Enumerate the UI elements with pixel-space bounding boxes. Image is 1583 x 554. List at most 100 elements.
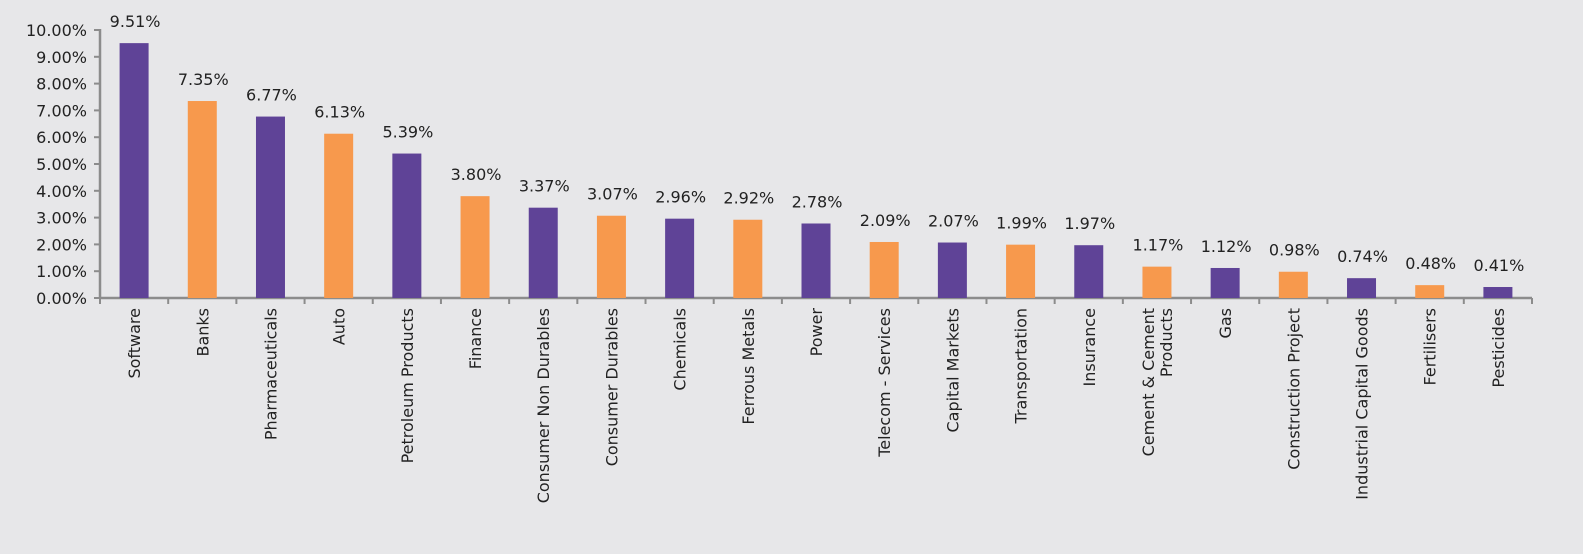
- bars: [119, 43, 1513, 299]
- category-label-line: Chemicals: [671, 308, 690, 391]
- category-label-line: Products: [1157, 308, 1176, 377]
- category-label-line: Insurance: [1080, 308, 1099, 387]
- category-label: Banks: [193, 308, 212, 357]
- y-tick-label: 5.00%: [36, 155, 87, 174]
- bar-telecom-services: [869, 241, 899, 298]
- category-label-line: Power: [807, 308, 826, 357]
- category-label-line: Finance: [466, 308, 485, 369]
- bar-capital-markets: [937, 242, 967, 298]
- data-label: 0.74%: [1337, 247, 1388, 266]
- y-tick-label: 4.00%: [36, 182, 87, 201]
- bar-industrial-capital-goods: [1347, 278, 1377, 298]
- data-label: 7.35%: [178, 70, 229, 89]
- category-label-line: Gas: [1216, 308, 1235, 339]
- category-label: Pesticides: [1489, 308, 1508, 388]
- category-label-line: Telecom - Services: [875, 308, 894, 458]
- data-label: 5.39%: [382, 123, 433, 142]
- bar-ferrous-metals: [733, 219, 763, 298]
- data-label: 3.80%: [451, 165, 502, 184]
- data-label: 6.77%: [246, 86, 297, 105]
- bar-consumer-non-durables: [528, 207, 558, 298]
- y-tick-label: 3.00%: [36, 209, 87, 228]
- y-tick-label: 7.00%: [36, 101, 87, 120]
- category-label: Fertilisers: [1421, 308, 1440, 385]
- x-axis: [99, 296, 1533, 304]
- category-label: Power: [807, 308, 826, 357]
- data-label: 2.78%: [792, 192, 843, 211]
- data-label: 2.92%: [723, 189, 774, 208]
- category-label: Software: [125, 308, 144, 379]
- data-label: 2.07%: [928, 212, 979, 231]
- bar-auto: [324, 133, 354, 298]
- bar-transportation: [1006, 244, 1036, 298]
- category-label: Industrial Capital Goods: [1353, 308, 1372, 500]
- category-label: Pharmaceuticals: [261, 308, 280, 440]
- bar-chemicals: [665, 218, 695, 298]
- category-label-line: Pharmaceuticals: [261, 308, 280, 440]
- bar-pharmaceuticals: [255, 116, 285, 299]
- bar-fertilisers: [1415, 285, 1445, 298]
- category-label: Chemicals: [671, 308, 690, 391]
- category-label-line: Fertilisers: [1421, 308, 1440, 385]
- y-axis: 0.00% 1.00% 2.00% 3.00% 4.00% 5.00% 6.00% 7.00%…: [26, 21, 102, 308]
- bar-insurance: [1074, 245, 1104, 298]
- data-label: 3.07%: [587, 185, 638, 204]
- data-label: 9.51%: [110, 12, 161, 31]
- bar-power: [801, 223, 831, 298]
- category-label-line: Transportation: [1012, 308, 1031, 425]
- category-label: Petroleum Products: [398, 308, 417, 463]
- data-label: 1.17%: [1133, 236, 1184, 255]
- category-label: Ferrous Metals: [739, 308, 758, 425]
- data-label: 1.12%: [1201, 237, 1252, 256]
- bar-finance: [460, 196, 490, 298]
- bar-construction-project: [1278, 271, 1308, 298]
- data-label: 1.99%: [996, 214, 1047, 233]
- category-label-line: Petroleum Products: [398, 308, 417, 463]
- bar-cement-cement-products: [1142, 266, 1172, 298]
- category-label-line: Consumer Non Durables: [534, 308, 553, 503]
- category-labels: Software Banks Pharmaceuticals Auto Petroleu…: [125, 308, 1508, 504]
- data-label: 0.41%: [1473, 256, 1524, 275]
- y-tick-label: 1.00%: [36, 262, 87, 281]
- y-tick-label: 2.00%: [36, 235, 87, 254]
- data-label: 2.96%: [655, 188, 706, 207]
- bar-petroleum-products: [392, 153, 422, 298]
- y-tick-label: 0.00%: [36, 289, 87, 308]
- data-label: 3.37%: [519, 177, 570, 196]
- y-tick-label: 8.00%: [36, 75, 87, 94]
- bar-pesticides: [1483, 287, 1513, 298]
- category-label: Finance: [466, 308, 485, 369]
- category-label-line: Construction Project: [1284, 308, 1303, 470]
- category-label: Capital Markets: [943, 308, 962, 433]
- category-label: Transportation: [1012, 308, 1031, 425]
- data-label: 1.97%: [1064, 214, 1115, 233]
- bar-software: [119, 43, 149, 298]
- bar-consumer-durables: [596, 215, 626, 298]
- category-label-line: Capital Markets: [943, 308, 962, 433]
- data-label: 0.48%: [1405, 254, 1456, 273]
- data-label: 0.98%: [1269, 241, 1320, 260]
- y-tick-label: 6.00%: [36, 128, 87, 147]
- category-label: Construction Project: [1284, 308, 1303, 470]
- category-label-line: Cement & Cement: [1139, 308, 1158, 456]
- category-label: Telecom - Services: [875, 308, 894, 458]
- y-tick-label: 9.00%: [36, 48, 87, 67]
- category-label: Consumer Durables: [602, 308, 621, 466]
- data-label: 2.09%: [860, 211, 911, 230]
- category-label-line: Software: [125, 308, 144, 379]
- category-label-line: Auto: [330, 308, 349, 345]
- category-label: Auto: [330, 308, 349, 345]
- category-label: Cement & Cement Products: [1139, 308, 1176, 456]
- bar-banks: [187, 101, 217, 299]
- category-label-line: Pesticides: [1489, 308, 1508, 388]
- category-label-line: Banks: [193, 308, 212, 357]
- category-label-line: Industrial Capital Goods: [1353, 308, 1372, 500]
- category-label-line: Ferrous Metals: [739, 308, 758, 425]
- category-label: Gas: [1216, 308, 1235, 339]
- data-label: 6.13%: [314, 103, 365, 122]
- data-labels: 9.51% 7.35% 6.77% 6.13% 5.39% 3.80% 3.37% 3.07%…: [110, 12, 1525, 275]
- category-label: Consumer Non Durables: [534, 308, 553, 503]
- bar-gas: [1210, 267, 1240, 298]
- category-label-line: Consumer Durables: [602, 308, 621, 466]
